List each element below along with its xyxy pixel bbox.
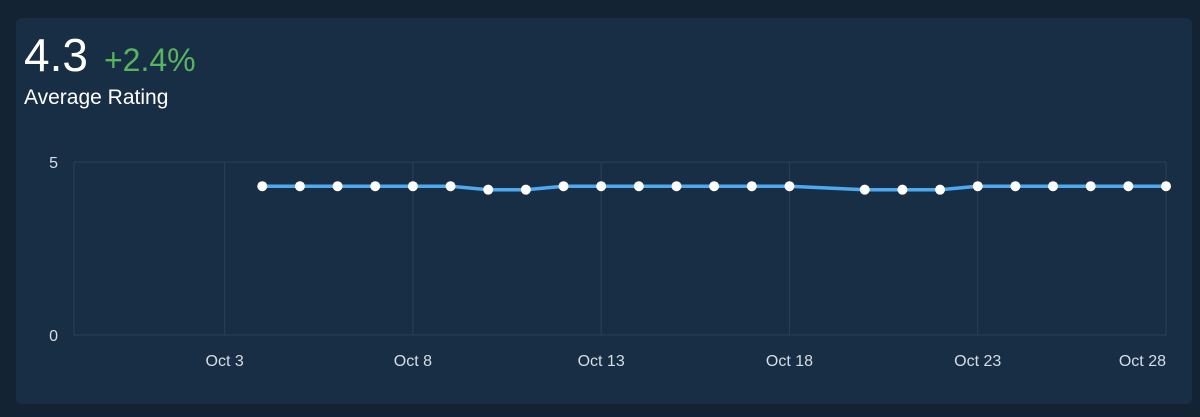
data-point (1161, 181, 1171, 192)
metric-value: 4.3 (24, 29, 88, 81)
data-point (483, 184, 494, 195)
x-tick-label: Oct 18 (766, 353, 813, 370)
data-point (370, 181, 381, 192)
x-tick-label: Oct 28 (1119, 353, 1166, 370)
y-tick-label: 5 (49, 155, 58, 172)
data-point (784, 181, 795, 192)
data-point (746, 181, 757, 192)
data-point (1085, 181, 1096, 192)
y-tick-label: 0 (49, 328, 58, 345)
data-point (935, 184, 946, 195)
data-point (709, 181, 720, 192)
metric-change: +2.4% (103, 42, 196, 78)
data-point (1010, 181, 1021, 192)
x-tick-label: Oct 13 (578, 353, 625, 370)
data-point (1048, 181, 1059, 192)
data-point (596, 181, 607, 192)
data-point (897, 184, 908, 195)
metric-label: Average Rating (24, 86, 169, 109)
data-point (445, 181, 456, 192)
x-tick-label: Oct 23 (954, 353, 1001, 370)
data-point (1123, 181, 1134, 192)
data-point (294, 181, 305, 192)
data-point (558, 181, 569, 192)
data-point (671, 181, 682, 192)
data-point (972, 181, 983, 192)
data-point (633, 181, 644, 192)
chart-card (16, 18, 1192, 404)
series-line (260, 184, 1168, 192)
x-tick-label: Oct 3 (206, 353, 244, 370)
x-tick-label: Oct 8 (394, 353, 432, 370)
data-point (332, 181, 343, 192)
data-point (257, 181, 268, 192)
data-point (859, 184, 870, 195)
metric-header: 4.3 +2.4% (24, 32, 196, 78)
data-point (520, 184, 531, 195)
data-point (407, 181, 418, 192)
